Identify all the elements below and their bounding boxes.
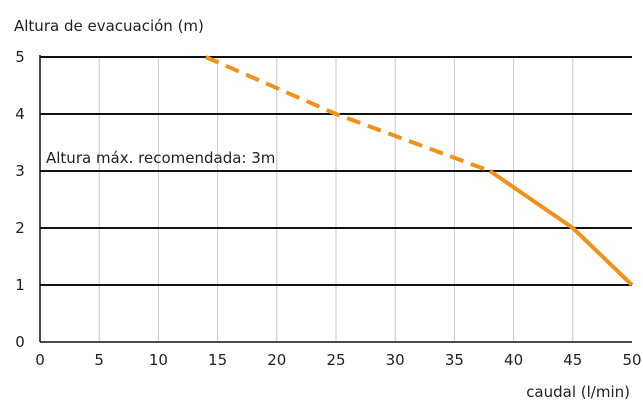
x-tick-label: 25: [326, 351, 345, 369]
x-tick-label: 15: [208, 351, 227, 369]
y-tick-label: 0: [15, 333, 25, 351]
x-tick-label: 10: [149, 351, 168, 369]
vertical-gridlines: [98, 57, 574, 342]
series-line: [204, 55, 634, 287]
series-segment-solid: [488, 169, 634, 287]
y-tick-labels: 0 1 2 3 4 5: [15, 48, 25, 351]
y-tick-label: 5: [15, 48, 25, 66]
x-tick-label: 0: [35, 351, 45, 369]
x-axis-title: caudal (l/min): [526, 383, 630, 401]
x-tick-label: 5: [94, 351, 104, 369]
axes: [39, 55, 632, 343]
x-tick-label: 20: [267, 351, 286, 369]
x-tick-label: 40: [504, 351, 523, 369]
x-tick-labels: 0 5 10 15 20 25 30 35 40 45 50: [35, 351, 641, 369]
max-height-annotation: Altura máx. recomendada: 3m: [46, 149, 275, 167]
y-tick-label: 3: [15, 162, 25, 180]
x-tick-label: 30: [386, 351, 405, 369]
x-tick-label: 35: [445, 351, 464, 369]
y-tick-label: 4: [15, 105, 25, 123]
y-tick-label: 1: [15, 276, 25, 294]
series-segment-dashed: [204, 55, 491, 173]
x-tick-label: 45: [563, 351, 582, 369]
y-tick-label: 2: [15, 219, 25, 237]
y-axis-title: Altura de evacuación (m): [14, 17, 204, 35]
x-tick-label: 50: [622, 351, 641, 369]
